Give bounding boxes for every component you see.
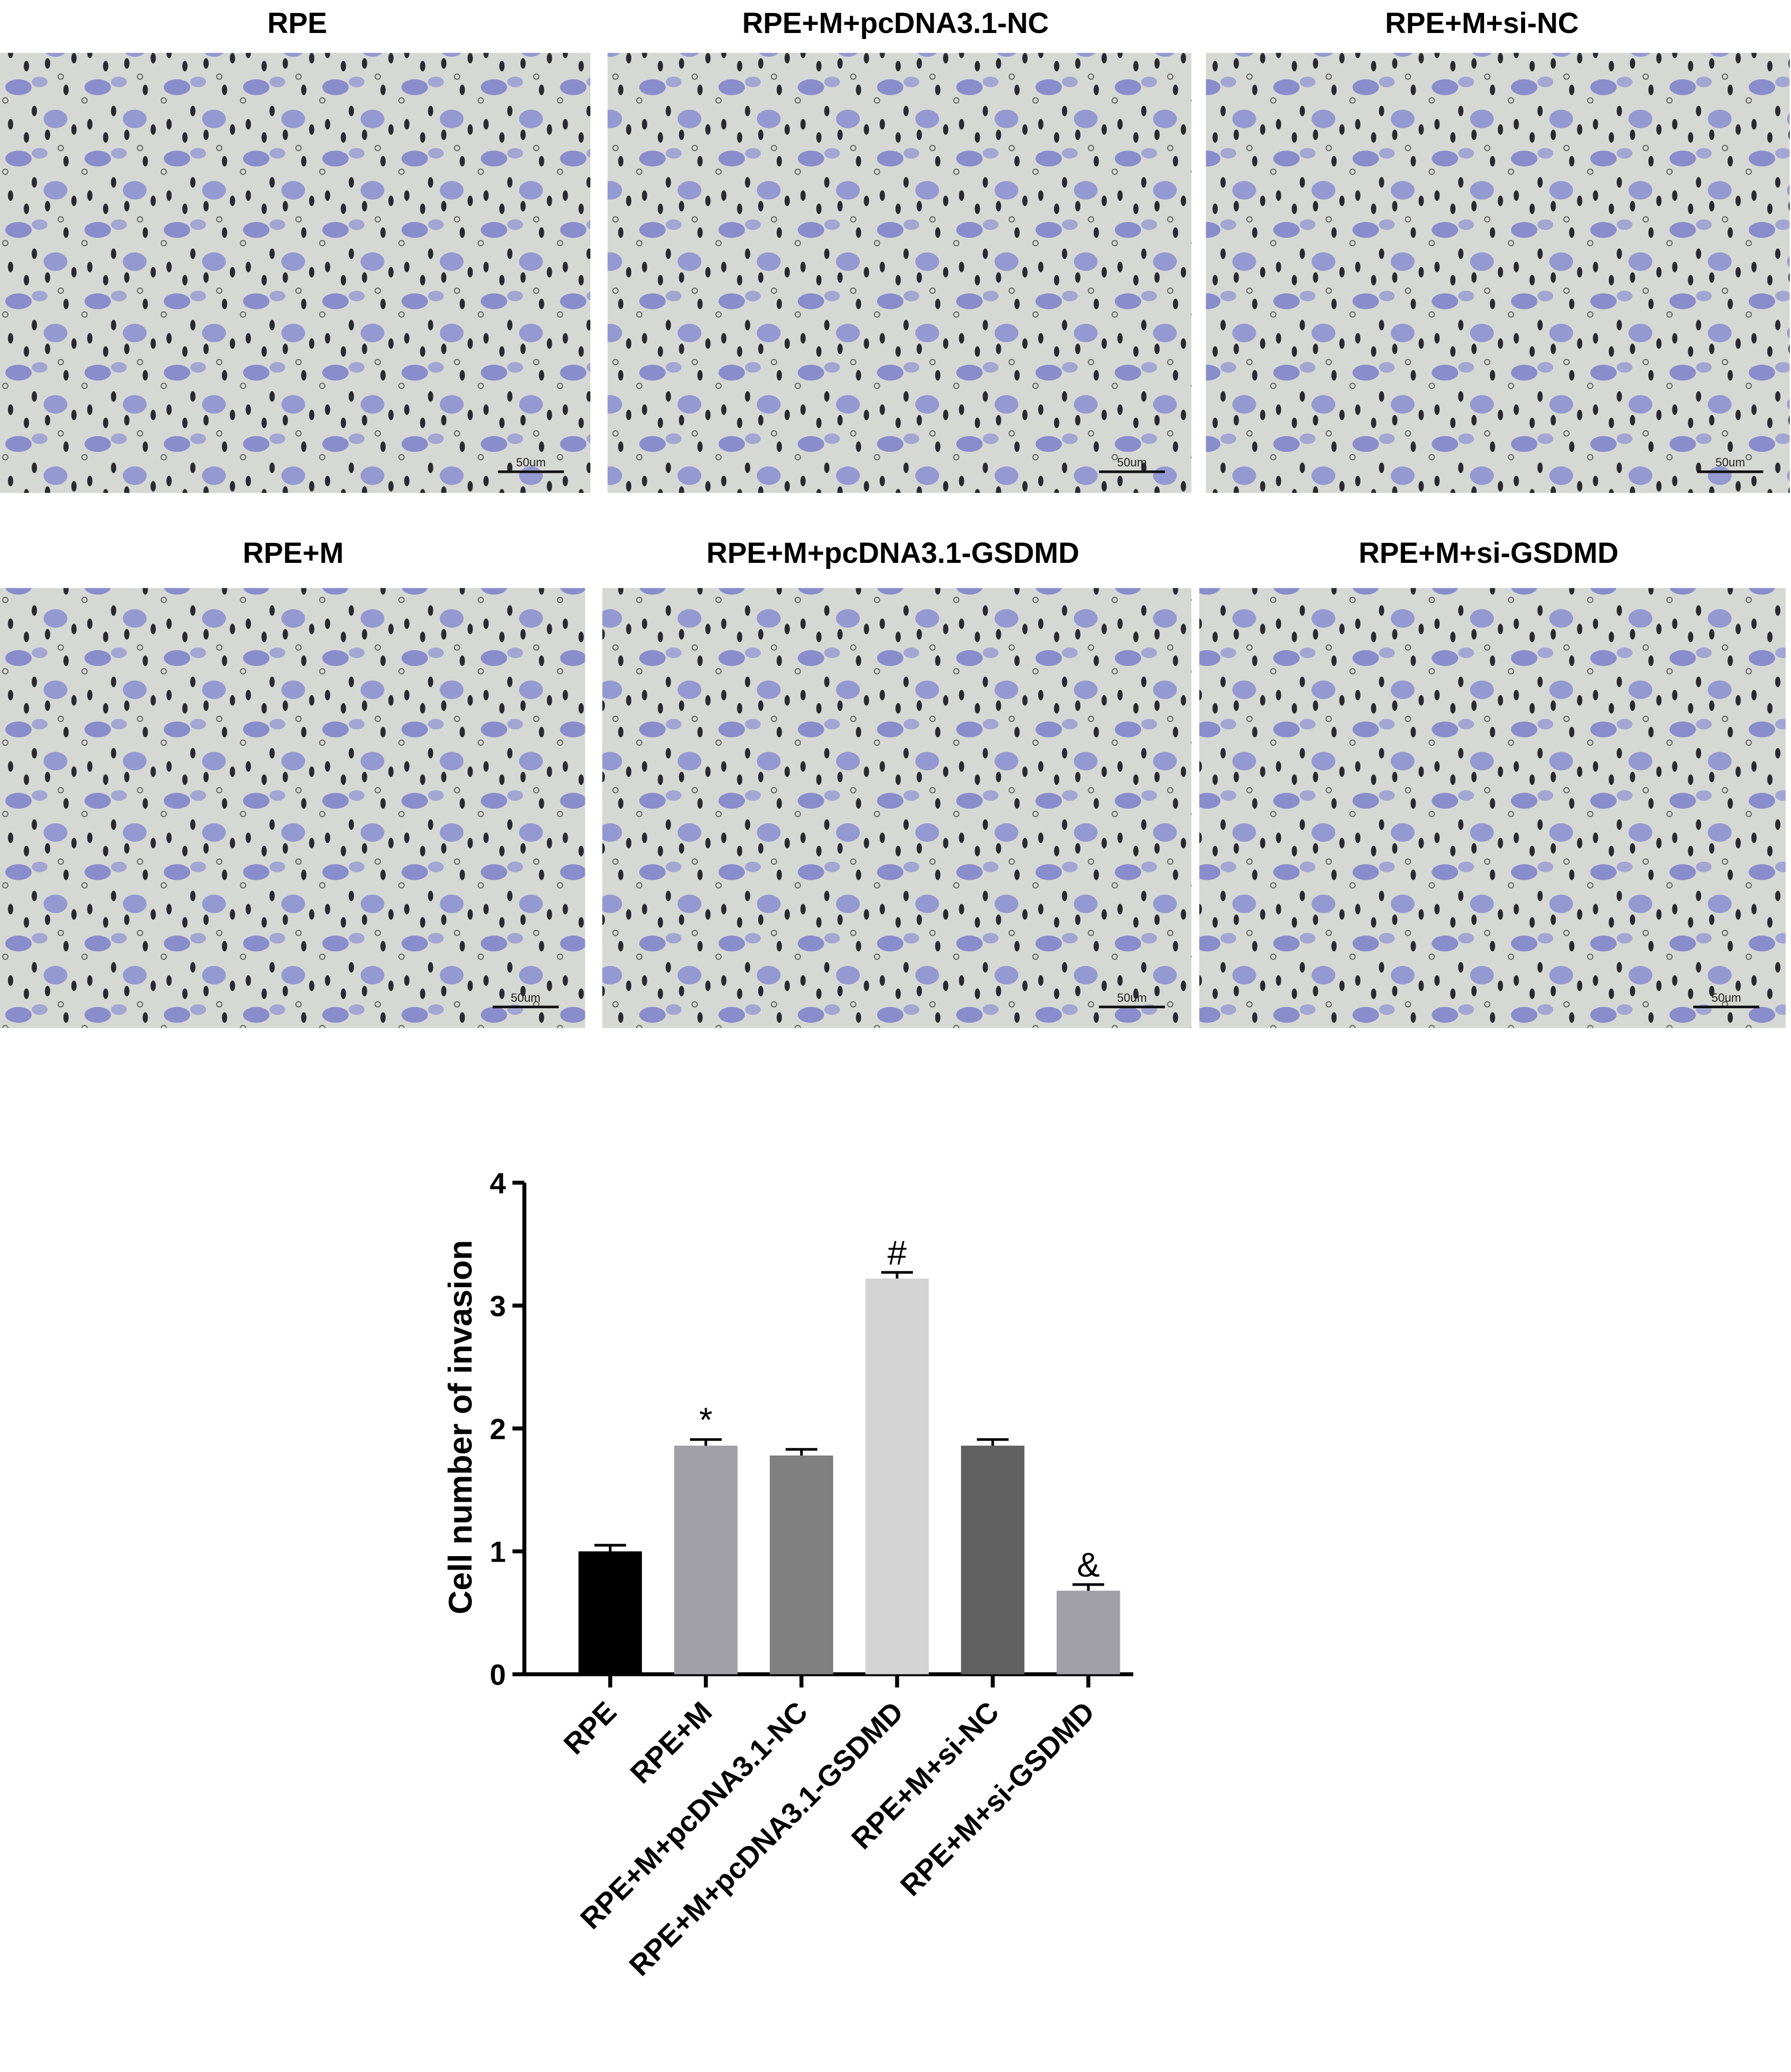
micrograph — [1206, 52, 1790, 493]
panel-title: RPE — [267, 7, 327, 39]
x-tick-label: RPE+M+si-GSDMD — [894, 1696, 1101, 1903]
micrograph — [0, 52, 591, 493]
scale-label: 50um — [1117, 991, 1147, 1005]
y-tick-label: 0 — [490, 1659, 506, 1691]
bar — [961, 1446, 1025, 1675]
significance-mark: * — [699, 1401, 713, 1439]
significance-mark: # — [888, 1234, 907, 1272]
panel-title: RPE+M+pcDNA3.1-NC — [742, 7, 1049, 39]
panel-title: RPE+M — [243, 537, 344, 569]
panel-title: RPE+M+pcDNA3.1-GSDMD — [706, 537, 1079, 569]
panel-title: RPE+M+si-GSDMD — [1359, 537, 1619, 569]
y-axis-label: Cell number of invasion — [442, 1240, 479, 1614]
micrograph — [0, 588, 585, 1028]
micrograph — [1199, 588, 1786, 1028]
scale-label: 50um — [1712, 991, 1741, 1005]
micrograph — [607, 52, 1192, 493]
bar — [578, 1551, 642, 1675]
y-tick-label: 4 — [490, 1167, 506, 1200]
bar — [865, 1278, 929, 1675]
scale-label: 50um — [511, 991, 540, 1005]
y-tick-label: 1 — [490, 1536, 506, 1569]
scale-label: 50um — [1117, 456, 1147, 469]
bar — [1056, 1591, 1120, 1675]
bar — [769, 1455, 833, 1675]
bar — [674, 1446, 738, 1675]
significance-mark: & — [1077, 1546, 1100, 1584]
panel-title: RPE+M+si-NC — [1385, 7, 1579, 39]
micrograph — [602, 588, 1192, 1028]
scale-label: 50um — [1716, 456, 1745, 469]
y-tick-label: 2 — [490, 1413, 506, 1446]
scale-label: 50um — [516, 456, 545, 469]
y-tick-label: 3 — [490, 1290, 506, 1323]
x-tick-label: RPE+M — [624, 1696, 718, 1790]
x-tick-label: RPE — [557, 1696, 622, 1761]
